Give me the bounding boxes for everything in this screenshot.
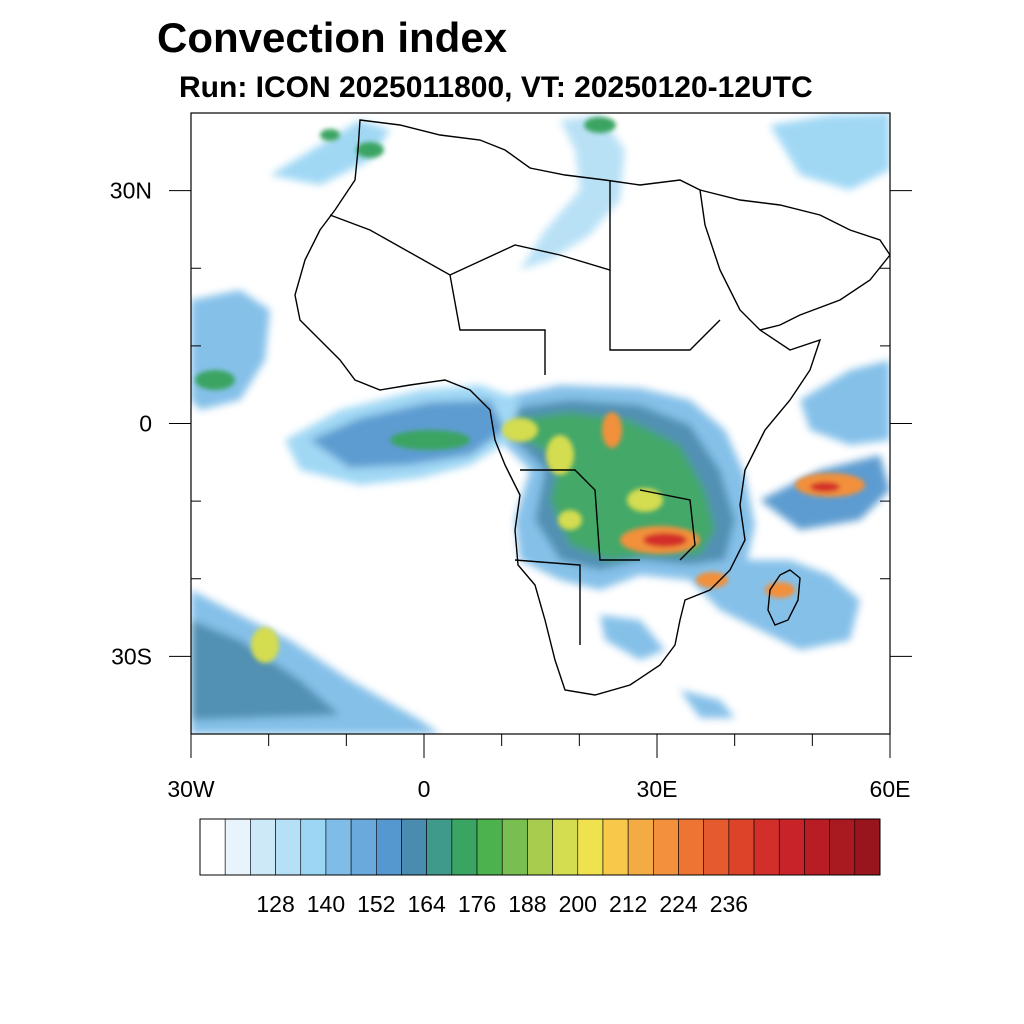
convection-core bbox=[643, 533, 687, 547]
convection-core bbox=[390, 430, 470, 450]
colorbar-swatch bbox=[728, 818, 755, 876]
africa-coastline bbox=[294, 119, 822, 696]
colorbar-label: 140 bbox=[307, 891, 345, 917]
convection-core bbox=[810, 482, 840, 492]
colorbar-swatch bbox=[275, 818, 302, 876]
colorbar-swatch bbox=[552, 818, 579, 876]
colorbar-swatch bbox=[854, 818, 881, 876]
colorbar-swatch bbox=[678, 818, 705, 876]
colorbar-swatch bbox=[829, 818, 856, 876]
convection-area bbox=[191, 290, 270, 410]
convection-area bbox=[770, 113, 890, 190]
convection-core bbox=[251, 627, 279, 663]
border bbox=[449, 274, 546, 375]
lon-tick-label: 60E bbox=[870, 776, 911, 802]
colorbar-swatch bbox=[199, 818, 226, 876]
arabia-coastline bbox=[699, 189, 890, 331]
colorbar-swatch bbox=[451, 818, 478, 876]
colorbar-label: 188 bbox=[508, 891, 546, 917]
colorbar-swatch bbox=[401, 818, 427, 876]
colorbar-swatch bbox=[325, 818, 352, 876]
colorbar-swatch bbox=[350, 818, 377, 876]
border bbox=[609, 270, 721, 351]
convection-core bbox=[195, 370, 235, 390]
convection-core bbox=[696, 572, 728, 588]
lat-tick-label: 0 bbox=[139, 411, 152, 437]
colorbar-swatch bbox=[804, 818, 830, 876]
convection-core bbox=[602, 412, 622, 448]
colorbar-label: 152 bbox=[357, 891, 395, 917]
map-title: Convection index bbox=[157, 14, 508, 61]
madagascar-coastline bbox=[767, 569, 801, 626]
convection-area bbox=[690, 560, 860, 650]
convection-core bbox=[320, 129, 340, 141]
lon-tick-label: 30E bbox=[637, 776, 678, 802]
coastlines bbox=[294, 119, 890, 696]
colorbar-label: 200 bbox=[559, 891, 597, 917]
colorbar-label: 224 bbox=[659, 891, 698, 917]
colorbar-swatch bbox=[300, 818, 327, 876]
colorbar-swatch bbox=[703, 818, 730, 876]
border bbox=[639, 489, 696, 561]
colorbar-swatch bbox=[375, 818, 402, 876]
lat-tick-label: 30S bbox=[111, 643, 152, 669]
colorbar-swatch bbox=[653, 818, 679, 876]
map-subtitle: Run: ICON 2025011800, VT: 20250120-12UTC bbox=[179, 71, 813, 104]
colorbar-swatch bbox=[476, 818, 503, 876]
colorbar-swatch bbox=[627, 818, 654, 876]
convection-core bbox=[356, 142, 384, 158]
lat-tick-label: 30N bbox=[110, 178, 152, 204]
convection-core bbox=[546, 435, 574, 475]
border bbox=[520, 469, 640, 561]
convection-area bbox=[270, 120, 390, 185]
colorbar-swatch bbox=[224, 818, 251, 876]
convection-core bbox=[558, 510, 582, 530]
colorbar: 128 140 152 164 176 188 200 212 224 236 bbox=[199, 818, 881, 917]
convection-area bbox=[191, 620, 340, 720]
convection-core bbox=[627, 488, 663, 512]
colorbar-label: 128 bbox=[256, 891, 294, 917]
convection-core bbox=[584, 117, 616, 133]
lon-tick-label: 0 bbox=[418, 776, 431, 802]
colorbar-label: 236 bbox=[710, 891, 748, 917]
colorbar-swatch bbox=[753, 818, 780, 876]
colorbar-swatch bbox=[250, 818, 276, 876]
lon-tick-label: 30W bbox=[167, 776, 215, 802]
border bbox=[514, 559, 581, 645]
convection-area bbox=[680, 690, 735, 718]
colorbar-label: 176 bbox=[458, 891, 496, 917]
colorbar-label: 164 bbox=[407, 891, 446, 917]
convection-core bbox=[502, 418, 538, 442]
colorbar-swatch bbox=[577, 818, 604, 876]
colorbar-swatch bbox=[501, 818, 528, 876]
map-axes: 30W 0 30E 60E 30N 0 30S bbox=[110, 112, 912, 802]
colorbar-swatch bbox=[426, 818, 453, 876]
colorbar-swatch bbox=[527, 818, 553, 876]
colorbar-label: 212 bbox=[609, 891, 647, 917]
convection-area bbox=[520, 115, 625, 270]
colorbar-swatch bbox=[602, 818, 629, 876]
convection-field bbox=[191, 113, 890, 734]
colorbar-swatch bbox=[778, 818, 805, 876]
convection-area bbox=[600, 615, 665, 660]
colorbar-frame bbox=[199, 818, 881, 876]
convection-area bbox=[800, 360, 890, 445]
